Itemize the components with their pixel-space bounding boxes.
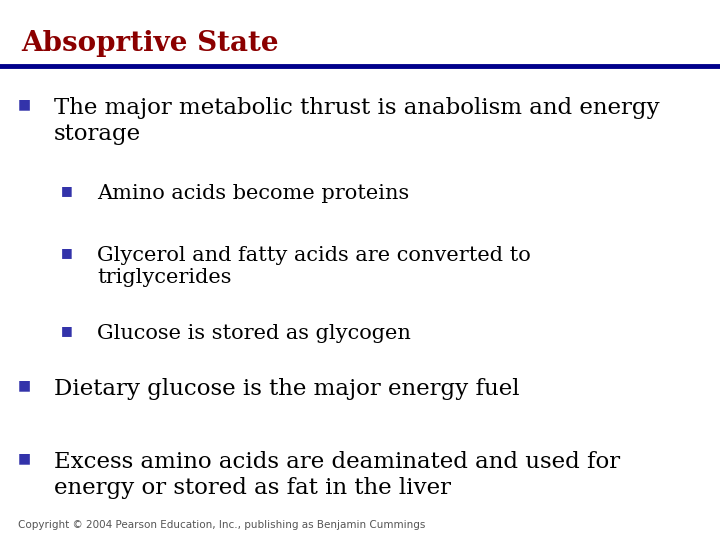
Text: ■: ■ <box>61 324 73 337</box>
Text: Copyright © 2004 Pearson Education, Inc., publishing as Benjamin Cummings: Copyright © 2004 Pearson Education, Inc.… <box>18 520 426 530</box>
Text: ■: ■ <box>61 184 73 197</box>
Text: ■: ■ <box>61 246 73 259</box>
Text: Absoprtive State: Absoprtive State <box>22 30 279 57</box>
Text: ■: ■ <box>18 378 31 392</box>
Text: ■: ■ <box>18 97 31 111</box>
Text: The major metabolic thrust is anabolism and energy
storage: The major metabolic thrust is anabolism … <box>54 97 660 145</box>
Text: Dietary glucose is the major energy fuel: Dietary glucose is the major energy fuel <box>54 378 520 400</box>
Text: Glycerol and fatty acids are converted to
triglycerides: Glycerol and fatty acids are converted t… <box>97 246 531 287</box>
Text: Glucose is stored as glycogen: Glucose is stored as glycogen <box>97 324 411 343</box>
Text: ■: ■ <box>18 451 31 465</box>
Text: Amino acids become proteins: Amino acids become proteins <box>97 184 410 202</box>
Text: Excess amino acids are deaminated and used for
energy or stored as fat in the li: Excess amino acids are deaminated and us… <box>54 451 620 499</box>
